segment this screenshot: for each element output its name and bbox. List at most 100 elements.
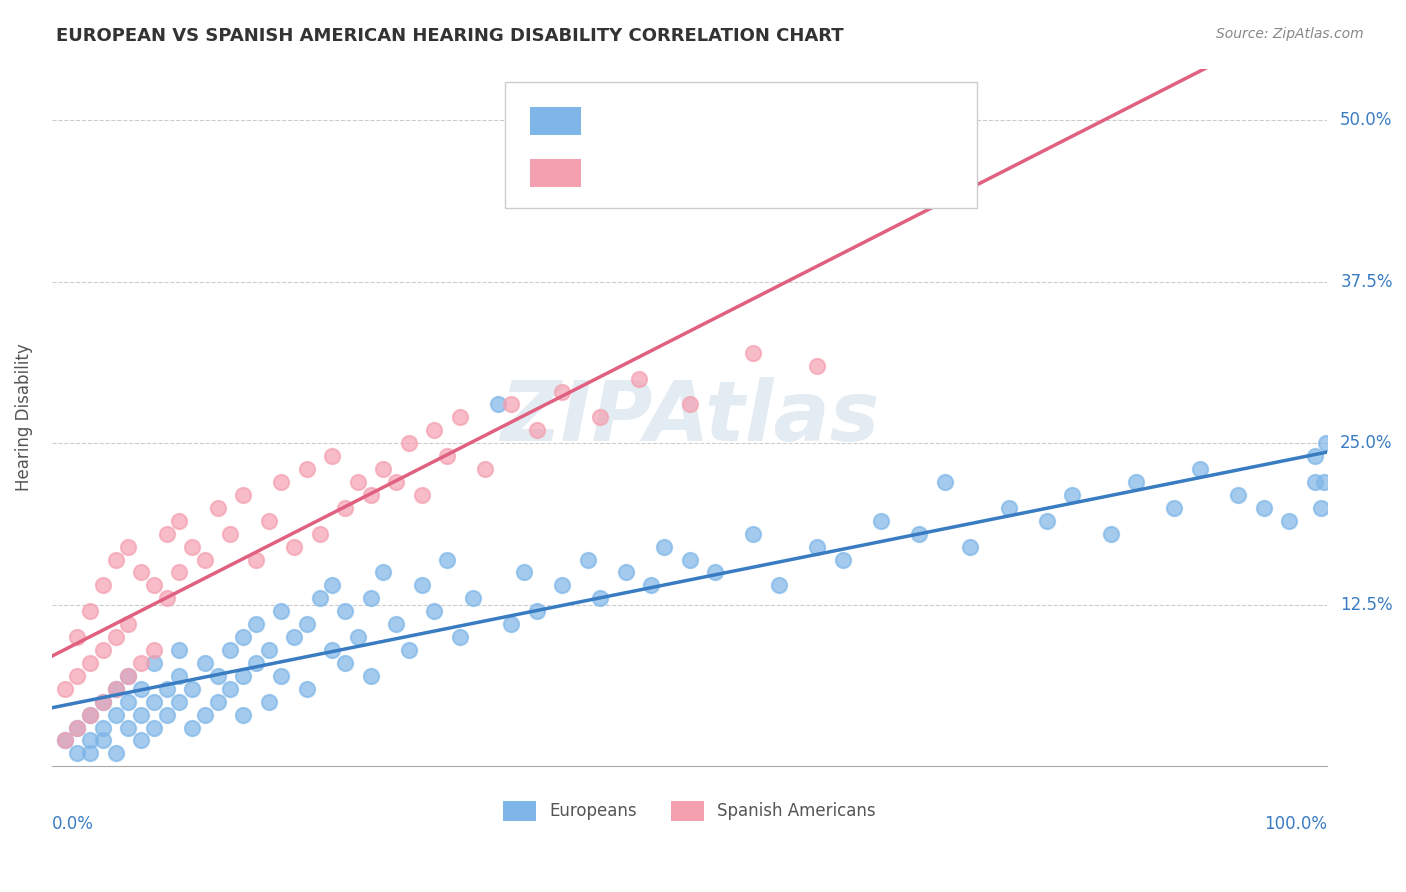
Point — [142, 721, 165, 735]
Point — [997, 500, 1019, 515]
Point — [155, 707, 177, 722]
Point — [742, 526, 765, 541]
Point — [257, 514, 280, 528]
Point — [333, 604, 356, 618]
Point — [436, 552, 458, 566]
Point — [79, 604, 101, 618]
Text: 100.0%: 100.0% — [1264, 815, 1327, 833]
Point — [295, 617, 318, 632]
Point — [245, 656, 267, 670]
Point — [142, 578, 165, 592]
Point — [79, 707, 101, 722]
Point — [169, 643, 191, 657]
Point — [142, 656, 165, 670]
FancyBboxPatch shape — [530, 107, 581, 135]
Point — [449, 630, 471, 644]
Point — [270, 604, 292, 618]
Point — [117, 669, 139, 683]
Point — [1303, 475, 1326, 489]
Point — [104, 552, 127, 566]
Point — [551, 578, 574, 592]
Point — [142, 695, 165, 709]
Point — [155, 591, 177, 606]
Point — [589, 410, 612, 425]
Point — [1303, 449, 1326, 463]
Point — [385, 617, 408, 632]
Point — [245, 617, 267, 632]
Point — [219, 526, 242, 541]
Point — [53, 733, 76, 747]
Point — [385, 475, 408, 489]
Point — [53, 733, 76, 747]
Point — [91, 643, 114, 657]
Point — [169, 514, 191, 528]
Point — [91, 578, 114, 592]
Point — [245, 552, 267, 566]
Point — [959, 540, 981, 554]
Point — [66, 630, 89, 644]
Point — [232, 669, 254, 683]
Text: EUROPEAN VS SPANISH AMERICAN HEARING DISABILITY CORRELATION CHART: EUROPEAN VS SPANISH AMERICAN HEARING DIS… — [56, 27, 844, 45]
Point — [79, 733, 101, 747]
Point — [1253, 500, 1275, 515]
Point — [347, 630, 370, 644]
Point — [66, 721, 89, 735]
Point — [321, 578, 343, 592]
Legend: Europeans, Spanish Americans: Europeans, Spanish Americans — [496, 794, 883, 828]
Point — [117, 540, 139, 554]
FancyBboxPatch shape — [505, 82, 977, 208]
Point — [219, 643, 242, 657]
Point — [129, 566, 152, 580]
Point — [169, 566, 191, 580]
Point — [104, 681, 127, 696]
Point — [398, 436, 420, 450]
Point — [627, 371, 650, 385]
Point — [104, 707, 127, 722]
Point — [66, 669, 89, 683]
Point — [129, 733, 152, 747]
Point — [117, 695, 139, 709]
Text: R = 0.825    N = 57: R = 0.825 N = 57 — [600, 164, 776, 182]
Point — [474, 462, 496, 476]
Point — [207, 695, 229, 709]
Point — [257, 695, 280, 709]
Point — [104, 630, 127, 644]
Point — [169, 695, 191, 709]
Text: 50.0%: 50.0% — [1340, 112, 1392, 129]
Point — [117, 721, 139, 735]
Point — [486, 397, 509, 411]
Point — [461, 591, 484, 606]
Point — [1227, 488, 1250, 502]
Point — [360, 591, 382, 606]
Point — [129, 656, 152, 670]
Point — [908, 526, 931, 541]
Point — [257, 643, 280, 657]
Point — [117, 617, 139, 632]
Point — [232, 488, 254, 502]
Point — [91, 721, 114, 735]
Point — [640, 578, 662, 592]
Point — [831, 552, 853, 566]
Point — [526, 604, 548, 618]
Point — [219, 681, 242, 696]
Text: Source: ZipAtlas.com: Source: ZipAtlas.com — [1216, 27, 1364, 41]
FancyBboxPatch shape — [530, 160, 581, 187]
Point — [142, 643, 165, 657]
Point — [652, 540, 675, 554]
Point — [678, 552, 700, 566]
Point — [614, 566, 637, 580]
Point — [411, 578, 433, 592]
Point — [1062, 488, 1084, 502]
Point — [806, 359, 828, 373]
Point — [194, 552, 217, 566]
Point — [194, 656, 217, 670]
Y-axis label: Hearing Disability: Hearing Disability — [15, 343, 32, 491]
Point — [207, 669, 229, 683]
Point — [91, 695, 114, 709]
Point — [499, 617, 522, 632]
Point — [373, 462, 395, 476]
Point — [499, 397, 522, 411]
Text: ZIPAtlas: ZIPAtlas — [501, 377, 879, 458]
Point — [53, 681, 76, 696]
Point — [321, 643, 343, 657]
